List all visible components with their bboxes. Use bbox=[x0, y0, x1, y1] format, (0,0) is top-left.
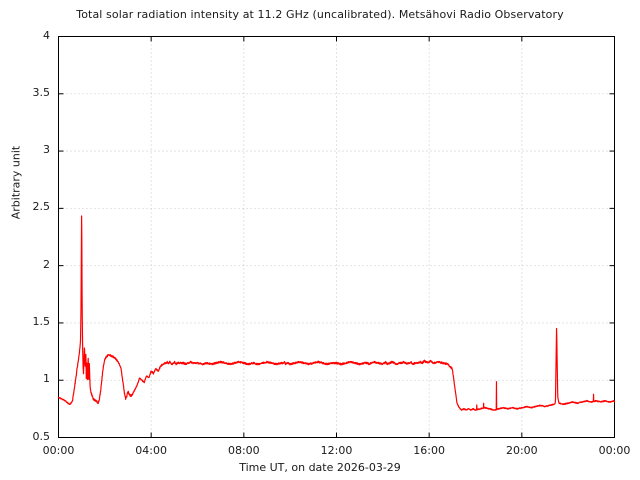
x-tick-label: 08:00 bbox=[227, 443, 260, 457]
y-tick-label: 3.5 bbox=[32, 85, 51, 99]
chart-title: Total solar radiation intensity at 11.2 … bbox=[76, 8, 564, 21]
x-tick-label: 12:00 bbox=[320, 443, 353, 457]
x-tick-label: 20:00 bbox=[505, 443, 538, 457]
plot-frame bbox=[58, 36, 615, 438]
y-tick-label: 2 bbox=[43, 257, 50, 271]
y-tick-label: 1 bbox=[43, 372, 50, 386]
y-tick-label: 0.5 bbox=[32, 429, 51, 443]
gridlines bbox=[58, 36, 615, 438]
y-tick-label: 1.5 bbox=[32, 314, 51, 328]
y-tick-label: 2.5 bbox=[32, 200, 51, 214]
y-tick-label: 4 bbox=[43, 28, 50, 42]
x-axis-label: Time UT, on date 2026-03-29 bbox=[239, 461, 401, 474]
data-series-line bbox=[57, 215, 616, 411]
x-tick-label: 16:00 bbox=[413, 443, 445, 457]
x-tick-label: 00:00 bbox=[42, 443, 75, 457]
x-tick-label: 04:00 bbox=[135, 443, 167, 457]
y-tick-label: 3 bbox=[43, 143, 50, 157]
x-tick-label: 00:00 bbox=[598, 443, 631, 457]
